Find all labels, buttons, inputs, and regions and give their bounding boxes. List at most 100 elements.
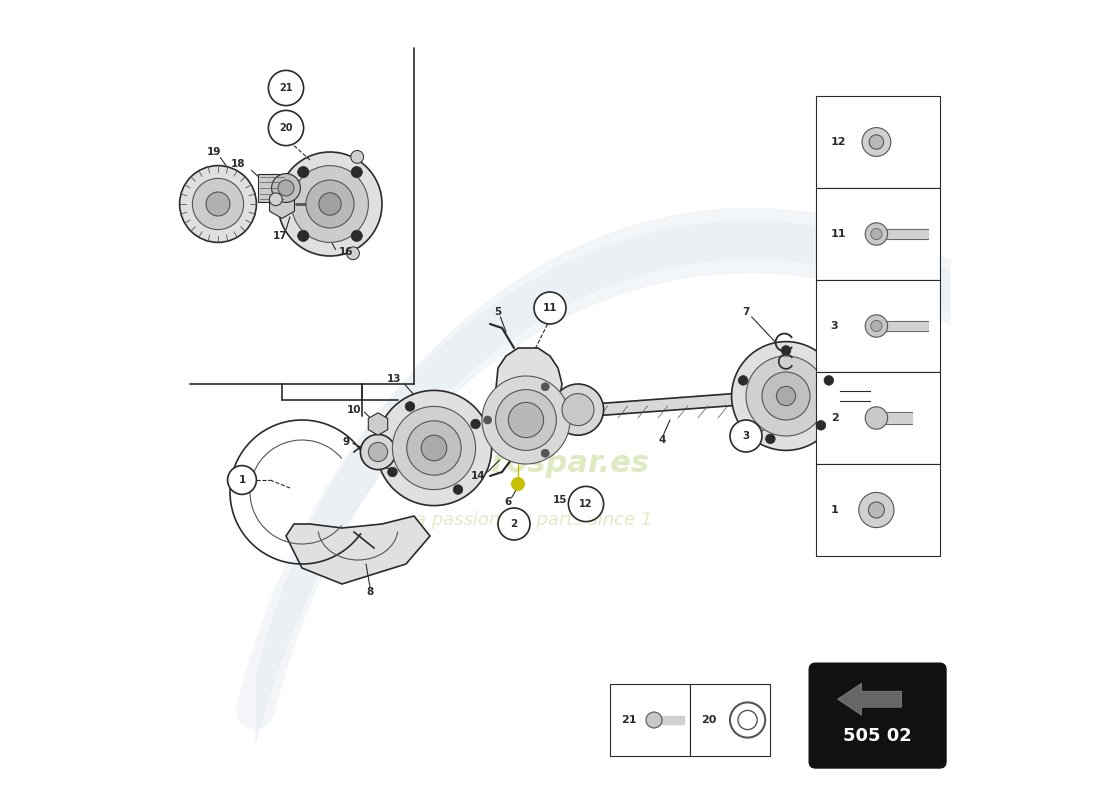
Text: 1: 1 (239, 475, 245, 485)
Text: 12: 12 (580, 499, 593, 509)
Circle shape (405, 402, 415, 411)
Text: 5: 5 (494, 307, 502, 317)
Text: 13: 13 (387, 374, 402, 384)
Bar (816, 96, 940, 188)
Circle shape (484, 416, 492, 424)
Circle shape (732, 342, 840, 450)
Text: 3: 3 (742, 431, 749, 441)
Circle shape (368, 442, 387, 462)
Circle shape (738, 710, 757, 730)
Circle shape (781, 346, 791, 355)
Text: eurospar.es: eurospar.es (450, 450, 650, 478)
Circle shape (738, 376, 748, 386)
Circle shape (351, 166, 362, 178)
Text: 20: 20 (701, 715, 716, 725)
Circle shape (541, 450, 549, 458)
Bar (690, 684, 770, 756)
Circle shape (562, 394, 594, 426)
Circle shape (534, 292, 566, 324)
Circle shape (292, 166, 368, 242)
Text: 11: 11 (542, 303, 558, 313)
Text: 14: 14 (471, 471, 485, 481)
Circle shape (270, 193, 283, 206)
Polygon shape (566, 390, 782, 418)
Text: 1: 1 (830, 505, 838, 515)
Circle shape (319, 193, 341, 215)
Circle shape (278, 180, 294, 196)
Circle shape (498, 508, 530, 540)
Polygon shape (877, 229, 928, 238)
Text: 18: 18 (231, 159, 245, 169)
Circle shape (866, 314, 888, 338)
Circle shape (552, 384, 604, 435)
Circle shape (346, 247, 360, 260)
Circle shape (361, 434, 396, 470)
Bar (610, 684, 690, 756)
Polygon shape (286, 516, 430, 584)
Circle shape (268, 70, 304, 106)
Polygon shape (837, 683, 902, 715)
Polygon shape (368, 413, 387, 435)
Circle shape (496, 390, 557, 450)
Circle shape (871, 229, 882, 240)
Circle shape (179, 166, 256, 242)
Circle shape (453, 485, 463, 494)
Circle shape (482, 376, 570, 464)
Circle shape (730, 702, 766, 738)
Text: 9: 9 (342, 437, 350, 446)
Text: 21: 21 (279, 83, 293, 93)
Bar (816, 372, 940, 464)
Bar (258, 174, 286, 202)
Polygon shape (654, 716, 684, 724)
Circle shape (824, 376, 834, 386)
Circle shape (866, 222, 888, 245)
Circle shape (871, 320, 882, 331)
Text: 17: 17 (273, 231, 288, 241)
Circle shape (298, 166, 309, 178)
Text: 6: 6 (505, 498, 512, 507)
Text: 3: 3 (830, 321, 838, 331)
Circle shape (393, 406, 475, 490)
Circle shape (421, 435, 447, 461)
Circle shape (306, 180, 354, 228)
Circle shape (541, 382, 549, 390)
Circle shape (777, 386, 795, 406)
Circle shape (278, 152, 382, 256)
Text: a passion for parts since 1: a passion for parts since 1 (416, 511, 652, 529)
Polygon shape (270, 190, 295, 218)
FancyBboxPatch shape (810, 663, 946, 768)
Circle shape (376, 390, 492, 506)
Text: 15: 15 (553, 495, 568, 505)
Bar (816, 188, 940, 280)
Circle shape (351, 230, 362, 242)
Circle shape (569, 486, 604, 522)
Circle shape (206, 192, 230, 216)
Text: 2: 2 (830, 413, 838, 423)
Text: 16: 16 (339, 247, 353, 257)
Polygon shape (494, 348, 562, 456)
Circle shape (646, 712, 662, 728)
Circle shape (508, 402, 543, 438)
Circle shape (862, 127, 891, 157)
Circle shape (298, 230, 309, 242)
Text: 8: 8 (366, 587, 374, 597)
Circle shape (192, 178, 243, 230)
Text: 12: 12 (830, 137, 846, 147)
Text: 19: 19 (207, 147, 221, 157)
Circle shape (730, 420, 762, 452)
Text: 7: 7 (742, 307, 750, 317)
Text: 21: 21 (621, 715, 637, 725)
Circle shape (816, 421, 826, 430)
Circle shape (766, 434, 775, 444)
Text: 4: 4 (658, 435, 666, 445)
Text: 2: 2 (510, 519, 518, 529)
Circle shape (869, 134, 883, 149)
Circle shape (228, 466, 256, 494)
Circle shape (407, 421, 461, 475)
Circle shape (387, 467, 397, 477)
Circle shape (471, 419, 481, 429)
Circle shape (272, 174, 300, 202)
Text: 20: 20 (279, 123, 293, 133)
Circle shape (762, 372, 810, 420)
Circle shape (746, 356, 826, 436)
